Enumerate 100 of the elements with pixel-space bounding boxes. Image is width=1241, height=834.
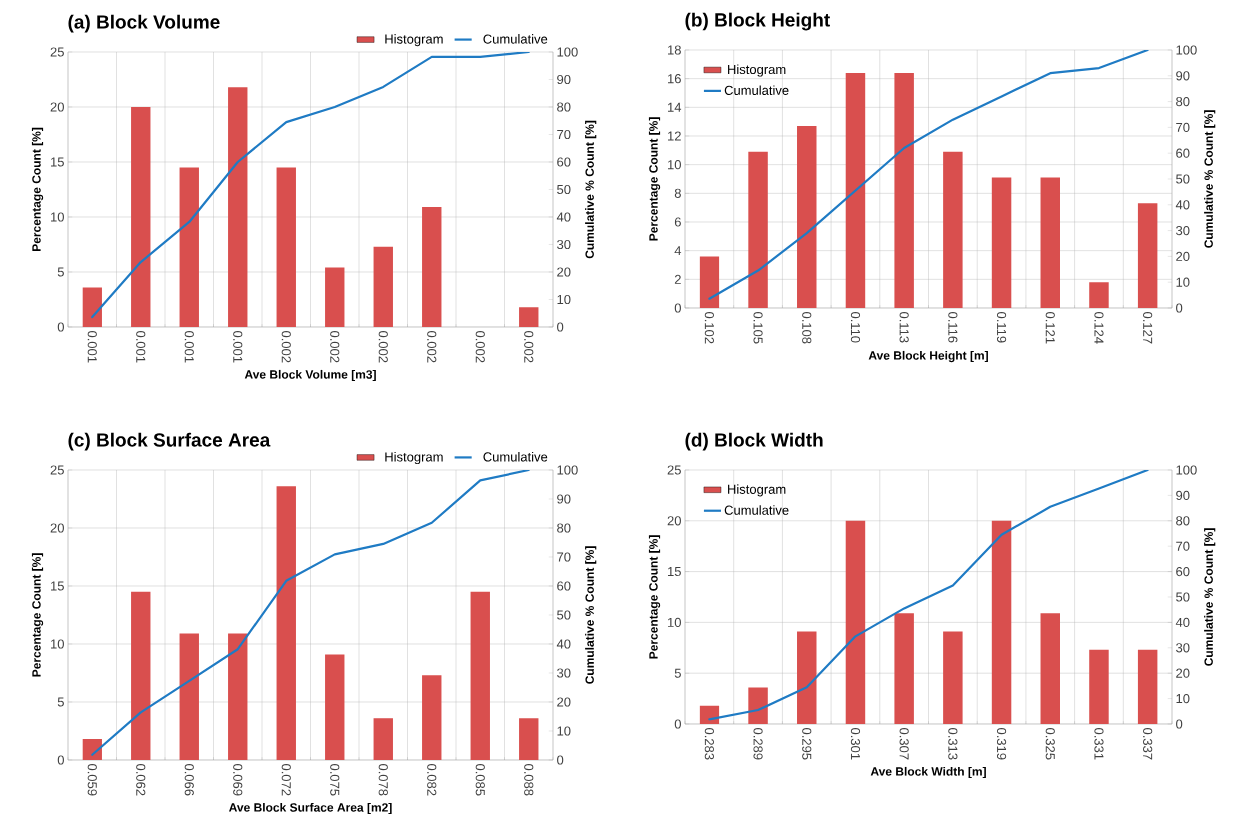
bar bbox=[991, 520, 1012, 724]
bar bbox=[131, 106, 151, 327]
y2-tick-label: 0 bbox=[557, 755, 564, 765]
x-tick-label: 0.331 bbox=[1094, 728, 1104, 760]
bar bbox=[1089, 649, 1109, 724]
y2-tick-label: 90 bbox=[557, 494, 571, 504]
y2-tick-label: 10 bbox=[557, 294, 571, 305]
y2-tick-label: 100 bbox=[1176, 465, 1197, 475]
x-tick-label: 0.002 bbox=[378, 331, 388, 363]
bar bbox=[1040, 613, 1060, 724]
x-tick-label: 0.319 bbox=[996, 728, 1007, 760]
bar bbox=[325, 267, 345, 327]
x-tick-label: 0.121 bbox=[1045, 312, 1055, 344]
y-tick-label: 25 bbox=[667, 465, 681, 475]
y2-tick-label: 80 bbox=[1176, 516, 1190, 526]
y2-tick-label: 50 bbox=[1176, 174, 1190, 184]
y-tick-label: 10 bbox=[51, 212, 64, 222]
y-tick-label: 10 bbox=[51, 639, 64, 649]
y-tick-label: 5 bbox=[674, 668, 681, 678]
y-tick-label: 20 bbox=[667, 516, 681, 526]
x-tick-label: 0.002 bbox=[475, 331, 485, 363]
y2-tick-label: 60 bbox=[1176, 566, 1190, 577]
line-series bbox=[91, 469, 530, 756]
bar bbox=[470, 591, 490, 760]
bar bbox=[991, 177, 1012, 308]
y2-tick-label: 80 bbox=[557, 102, 571, 112]
y-tick-label: 18 bbox=[668, 45, 681, 55]
bar bbox=[276, 167, 296, 327]
y2-tick-label: 100 bbox=[557, 465, 578, 475]
y-tick-label: 2 bbox=[674, 274, 681, 284]
y2-tick-label: 90 bbox=[1176, 71, 1190, 81]
legend-label: Cumulative bbox=[724, 505, 789, 515]
bar bbox=[179, 167, 199, 327]
chart-title: (b) Block Height bbox=[685, 12, 830, 31]
bar bbox=[325, 654, 345, 760]
y-axis-title: Percentage Count [%] bbox=[31, 127, 44, 252]
y2-tick-label: 100 bbox=[1176, 45, 1197, 55]
bar bbox=[373, 718, 393, 760]
y2-tick-label: 40 bbox=[556, 212, 571, 222]
x-axis-title: Ave Block Surface Area [m2] bbox=[229, 802, 392, 815]
x-tick-label: 0.295 bbox=[802, 728, 812, 760]
y-tick-label: 25 bbox=[50, 47, 64, 57]
x-tick-label: 0.301 bbox=[850, 728, 861, 760]
bar bbox=[276, 486, 296, 760]
x-tick-label: 0.002 bbox=[524, 331, 534, 363]
y-tick-label: 14 bbox=[668, 102, 682, 112]
y-axis-title: Percentage Count [%] bbox=[31, 553, 44, 677]
x-tick-label: 0.307 bbox=[899, 728, 909, 760]
bar bbox=[228, 633, 248, 760]
y2-tick-label: 20 bbox=[1176, 668, 1190, 678]
y2-tick-label: 10 bbox=[1176, 277, 1190, 287]
bar bbox=[519, 718, 539, 760]
y2-axis-title: Cumulative % Count [%] bbox=[1204, 528, 1216, 666]
bar bbox=[797, 125, 817, 308]
y2-tick-label: 20 bbox=[557, 697, 571, 707]
bar bbox=[519, 307, 539, 327]
line-series bbox=[708, 469, 1149, 721]
x-tick-label: 0.001 bbox=[87, 331, 97, 363]
x-tick-label: 0.283 bbox=[704, 728, 714, 760]
y-tick-label: 8 bbox=[674, 188, 681, 198]
legend-label: Histogram bbox=[728, 484, 786, 497]
bar bbox=[422, 207, 442, 327]
y2-tick-label: 70 bbox=[1176, 122, 1190, 132]
x-tick-label: 0.069 bbox=[233, 764, 243, 796]
y2-axis-title: Cumulative % Count [%] bbox=[585, 546, 597, 684]
y2-tick-label: 40 bbox=[1175, 617, 1190, 627]
bar bbox=[748, 151, 768, 308]
y2-tick-label: 60 bbox=[1176, 148, 1190, 158]
legend-label: Histogram bbox=[385, 34, 443, 47]
x-tick-label: 0.001 bbox=[233, 331, 243, 363]
bar bbox=[373, 246, 393, 327]
bar bbox=[1137, 649, 1158, 724]
x-tick-label: 0.078 bbox=[378, 764, 388, 796]
y2-tick-label: 10 bbox=[1176, 693, 1190, 704]
y2-tick-label: 40 bbox=[556, 639, 571, 649]
y2-tick-label: 100 bbox=[557, 47, 578, 57]
y2-tick-label: 30 bbox=[557, 239, 571, 250]
bar bbox=[845, 72, 866, 308]
x-tick-label: 0.105 bbox=[753, 312, 763, 344]
bar bbox=[1040, 177, 1060, 308]
bar bbox=[943, 151, 963, 308]
x-tick-label: 0.102 bbox=[704, 312, 714, 344]
bar bbox=[894, 72, 914, 308]
y-tick-label: 10 bbox=[668, 617, 681, 627]
y2-tick-label: 30 bbox=[1176, 225, 1190, 236]
y2-axis-title: Cumulative % Count [%] bbox=[1204, 110, 1216, 248]
x-axis-title: Ave Block Volume [m3] bbox=[244, 369, 376, 382]
y-tick-label: 20 bbox=[50, 523, 64, 533]
y2-tick-label: 70 bbox=[557, 129, 571, 140]
x-tick-label: 0.337 bbox=[1143, 728, 1153, 760]
y2-tick-label: 50 bbox=[557, 610, 571, 620]
legend-label: Cumulative bbox=[724, 85, 789, 95]
bar bbox=[228, 87, 248, 327]
y-tick-label: 15 bbox=[51, 581, 64, 591]
y2-tick-label: 0 bbox=[557, 322, 564, 332]
legend-label: Cumulative bbox=[483, 34, 548, 44]
x-tick-label: 0.002 bbox=[427, 331, 437, 363]
x-tick-label: 0.110 bbox=[850, 312, 861, 343]
y-tick-label: 15 bbox=[668, 567, 681, 577]
y2-tick-label: 0 bbox=[1176, 303, 1183, 313]
